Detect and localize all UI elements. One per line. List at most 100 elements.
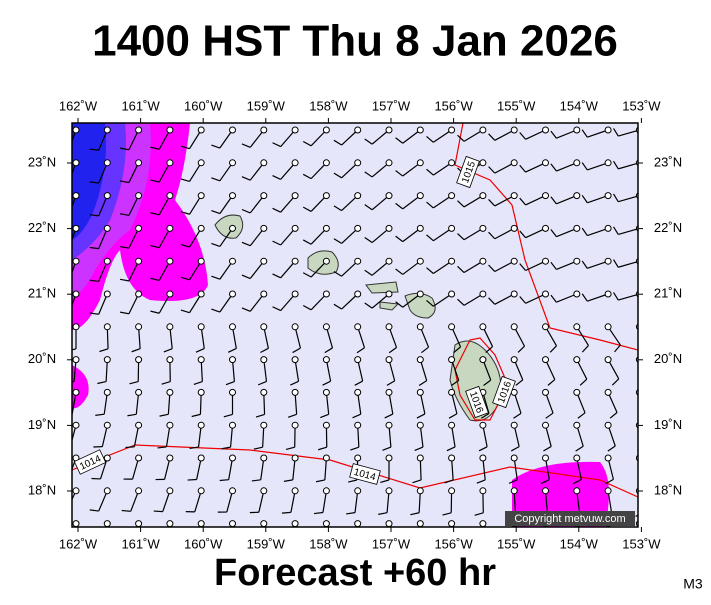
barb-station xyxy=(230,291,236,297)
footer-title: Forecast +60 hr xyxy=(214,552,496,594)
barb-station xyxy=(449,324,455,330)
barb-station xyxy=(543,389,549,395)
barb-station xyxy=(417,160,423,166)
barb-flag xyxy=(60,314,69,315)
lon-label: 157˚W xyxy=(372,98,411,113)
lon-label: 154˚W xyxy=(560,536,599,551)
barb-station xyxy=(574,324,580,330)
barb-flag xyxy=(188,480,197,481)
barb-station xyxy=(449,258,455,264)
barb-station xyxy=(292,127,298,133)
barb-station xyxy=(355,488,361,494)
lon-label: 154˚W xyxy=(560,98,599,113)
barb-station xyxy=(292,389,298,395)
lat-label: 21˚N xyxy=(654,286,682,301)
barb-station xyxy=(386,357,392,363)
barb-station xyxy=(449,389,455,395)
lat-label: 19˚N xyxy=(654,417,682,432)
barb-station xyxy=(449,127,455,133)
barb-station xyxy=(417,324,423,330)
barb-station xyxy=(574,225,580,231)
barb-station xyxy=(480,127,486,133)
barb-station xyxy=(574,291,580,297)
barb-station xyxy=(104,225,110,231)
barb-station xyxy=(104,160,110,166)
barb-station xyxy=(230,357,236,363)
barb-station xyxy=(605,455,611,461)
barb-flag xyxy=(58,509,67,510)
barb-station xyxy=(198,127,204,133)
barb-station xyxy=(417,389,423,395)
barb-station xyxy=(355,357,361,363)
copyright: Copyright metvuw.com xyxy=(514,513,625,525)
barb-station xyxy=(104,258,110,264)
barb-station xyxy=(511,225,517,231)
barb-station xyxy=(323,193,329,199)
barb-station xyxy=(511,193,517,199)
barb-station xyxy=(543,324,549,330)
barb-station xyxy=(386,258,392,264)
barb-station xyxy=(543,160,549,166)
lon-label: 162˚W xyxy=(59,536,98,551)
barb-flag xyxy=(60,150,69,151)
barb-station xyxy=(73,488,79,494)
barb-station xyxy=(480,291,486,297)
barb-station xyxy=(355,422,361,428)
barb-station xyxy=(605,127,611,133)
barb-station xyxy=(198,422,204,428)
barb-station xyxy=(449,357,455,363)
barb-station xyxy=(417,225,423,231)
barb-station xyxy=(73,521,79,527)
barb-station xyxy=(417,291,423,297)
barb-flag xyxy=(125,447,134,448)
barb-station xyxy=(104,357,110,363)
barb-station xyxy=(480,160,486,166)
barb-station xyxy=(511,455,517,461)
barb-staff xyxy=(639,425,647,446)
barb-station xyxy=(73,225,79,231)
barb-station xyxy=(543,225,549,231)
barb-station xyxy=(230,225,236,231)
barb-station xyxy=(355,389,361,395)
barb-flag xyxy=(60,216,69,217)
barb-station xyxy=(292,225,298,231)
barb-station xyxy=(417,193,423,199)
barb-station xyxy=(230,258,236,264)
barb-station xyxy=(417,521,423,527)
barb-station xyxy=(511,291,517,297)
barb-station xyxy=(605,225,611,231)
barb-station xyxy=(136,160,142,166)
barb-flag xyxy=(642,412,649,418)
lon-label: 156˚W xyxy=(434,98,473,113)
map-area xyxy=(56,123,652,549)
barb-flag xyxy=(60,281,69,282)
barb-flag xyxy=(63,414,72,415)
barb-station xyxy=(449,521,455,527)
barb-station xyxy=(323,291,329,297)
lon-label: 155˚W xyxy=(497,536,536,551)
lon-label: 158˚W xyxy=(309,98,348,113)
barb-station xyxy=(480,521,486,527)
barb-station xyxy=(198,193,204,199)
barb-station xyxy=(449,488,455,494)
barb-station xyxy=(104,455,110,461)
barb-station xyxy=(417,258,423,264)
barb-station xyxy=(323,389,329,395)
barb-station xyxy=(167,225,173,231)
barb-station xyxy=(480,324,486,330)
barb-station xyxy=(198,357,204,363)
barb-station xyxy=(167,422,173,428)
barb-station xyxy=(261,389,267,395)
barb-station xyxy=(355,258,361,264)
barb-station xyxy=(355,160,361,166)
barb-station xyxy=(292,324,298,330)
barb-station xyxy=(574,193,580,199)
barb-station xyxy=(386,324,392,330)
barb-station xyxy=(104,291,110,297)
barb-station xyxy=(198,488,204,494)
barb-station xyxy=(136,193,142,199)
barb-station xyxy=(136,389,142,395)
lat-label: 22˚N xyxy=(654,220,682,235)
barb-station xyxy=(449,225,455,231)
barb-station xyxy=(167,521,173,527)
